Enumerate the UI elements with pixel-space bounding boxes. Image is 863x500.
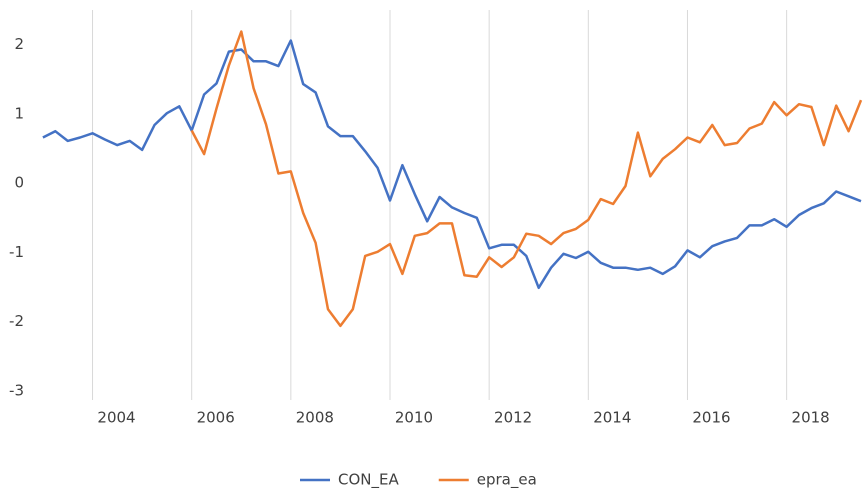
y-tick-label: -1 <box>9 243 24 261</box>
y-tick-label: 0 <box>14 174 24 192</box>
x-tick-label: 2018 <box>792 409 830 427</box>
x-tick-label: 2014 <box>593 409 631 427</box>
y-tick-label: -3 <box>9 381 24 399</box>
series-line <box>42 39 862 290</box>
y-tick-label: 1 <box>14 104 24 122</box>
x-tick-label: 2008 <box>296 409 334 427</box>
y-tick-label: 2 <box>14 35 24 53</box>
x-tick-label: 2012 <box>494 409 532 427</box>
legend-label: CON_EA <box>338 471 399 490</box>
x-tick-label: 2006 <box>197 409 235 427</box>
y-tick-label: -2 <box>9 312 24 330</box>
series-line <box>190 30 863 328</box>
x-tick-label: 2010 <box>395 409 433 427</box>
x-tick-label: 2016 <box>692 409 730 427</box>
legend-label: epra_ea <box>477 471 537 490</box>
x-tick-label: 2004 <box>97 409 135 427</box>
